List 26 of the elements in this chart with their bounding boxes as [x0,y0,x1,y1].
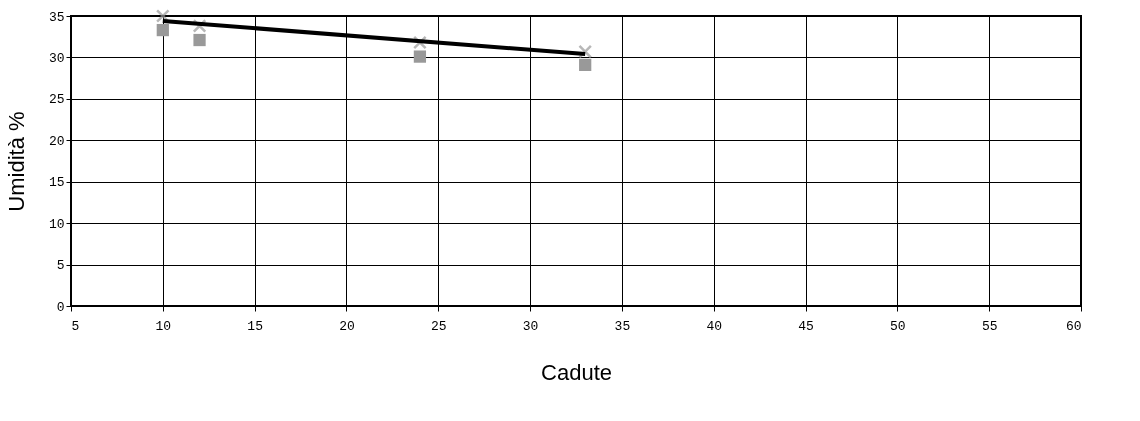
y-tick-label: 20 [48,133,65,149]
x-tick-label: 5 [71,318,80,334]
x-tick-label: 20 [339,318,355,334]
x-tick-label: 25 [430,318,447,334]
x-tick-label: 15 [247,318,263,334]
x-tick-label: 10 [155,318,172,334]
y-axis-title: Umidità % [3,111,29,212]
x-tick-label: 50 [890,318,906,334]
y-tick-label: 10 [48,216,65,232]
y-tick-label: 25 [48,92,65,108]
point [193,33,206,47]
x-tick-label: 35 [614,318,631,334]
y-tick-label: 30 [48,50,65,66]
y-tick-label: 35 [48,9,65,25]
point [156,23,169,37]
x-tick-label: 30 [522,318,539,334]
point [579,58,592,72]
y-tick-label: 5 [56,258,65,274]
x-axis-title: Cadute [541,359,612,385]
x-tick-label: 40 [706,318,723,334]
x-tick-label: 45 [798,318,814,334]
point [413,50,427,63]
y-tick-label: 15 [48,175,65,191]
x-tick-label: 55 [981,318,998,334]
x-tick-label: 60 [1065,318,1082,334]
y-tick-label: 0 [56,299,65,315]
